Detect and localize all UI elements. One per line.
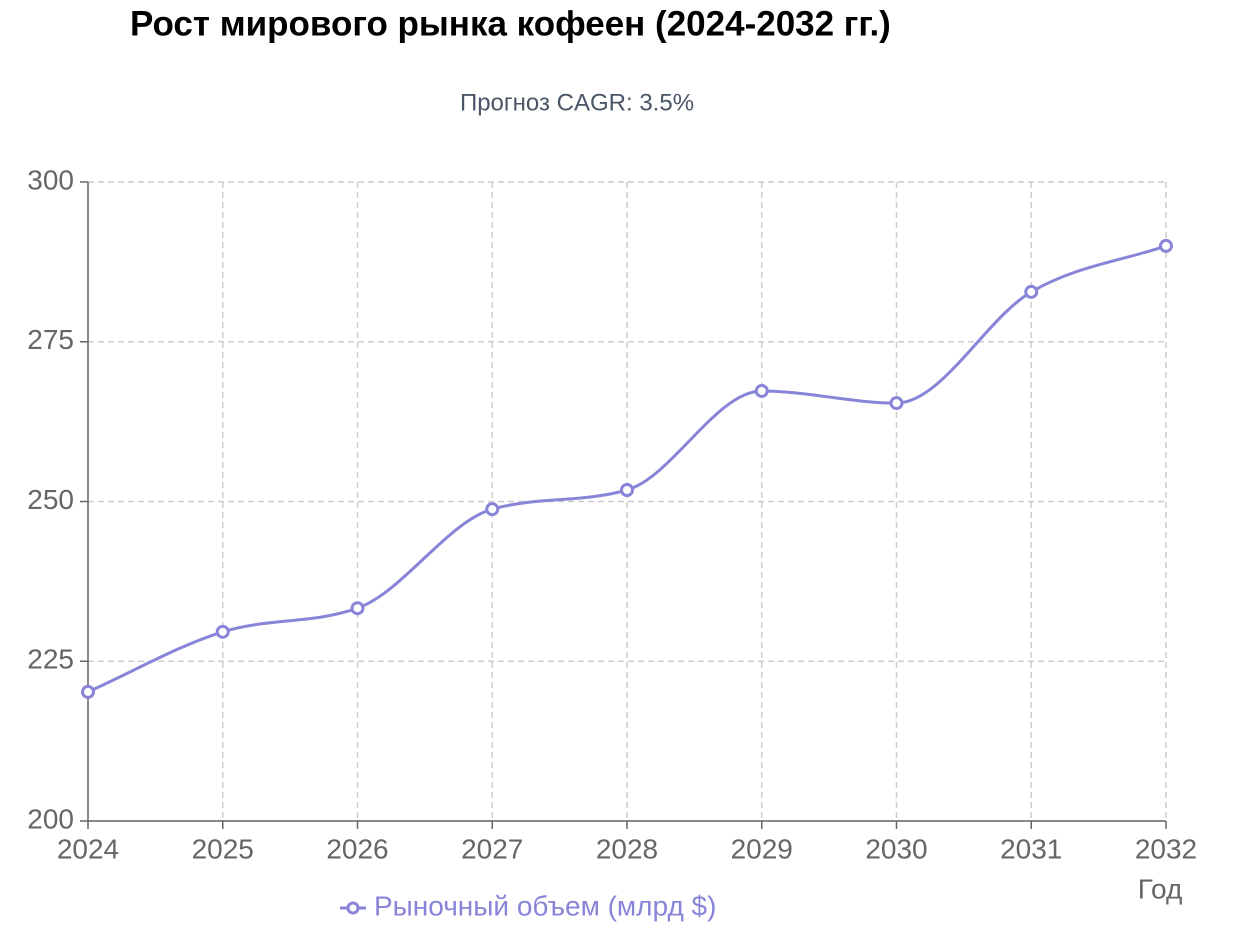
- data-point: [620, 482, 634, 497]
- x-tick-label: 2027: [461, 833, 523, 864]
- x-tick-label: 2029: [731, 833, 793, 864]
- y-tick-label: 275: [27, 324, 74, 355]
- chart-subtitle: Прогноз CAGR: 3.5%: [460, 89, 694, 116]
- x-tick-label: 2031: [1000, 833, 1062, 864]
- data-point: [754, 383, 769, 398]
- data-point: [215, 624, 230, 639]
- x-axis-label: Год: [1138, 873, 1183, 904]
- y-tick-label: 200: [27, 803, 74, 834]
- data-point: [485, 502, 500, 517]
- x-tick-label: 2028: [596, 833, 658, 864]
- data-point: [1024, 284, 1039, 299]
- x-tick-label: 2026: [326, 833, 388, 864]
- data-point: [350, 601, 365, 616]
- legend-icon: [346, 901, 360, 915]
- y-tick-label: 250: [27, 484, 74, 515]
- chart-title: Рост мирового рынка кофеен (2024-2032 гг…: [130, 4, 891, 43]
- y-tick-label: 225: [27, 644, 74, 675]
- x-tick-label: 2030: [865, 833, 927, 864]
- x-tick-label: 2025: [192, 833, 254, 864]
- data-point: [81, 684, 95, 699]
- y-tick-label: 300: [27, 164, 74, 195]
- x-tick-label: 2032: [1135, 833, 1197, 864]
- x-tick-label: 2024: [57, 833, 119, 864]
- legend-label: Рыночный объем (млрд $): [374, 890, 716, 921]
- data-point: [889, 396, 904, 411]
- data-point: [1159, 238, 1173, 253]
